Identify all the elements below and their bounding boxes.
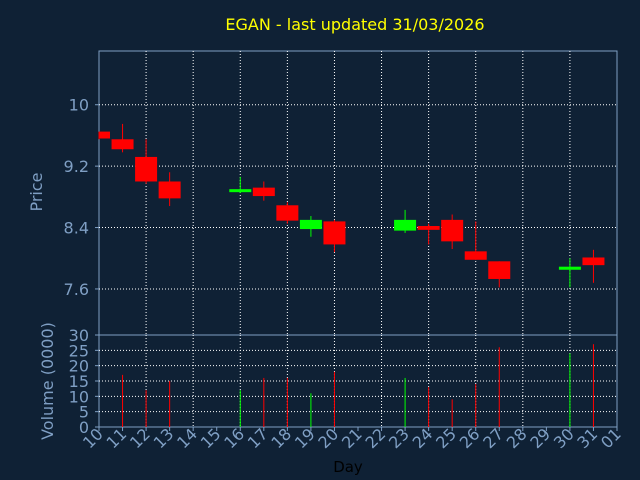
candle-body [464,251,487,260]
candle-body [323,221,346,245]
candle-body [299,219,322,230]
volume-axis-label: Volume (0000) [38,322,57,440]
candle-body [135,156,158,182]
candle-body [99,131,110,139]
candle-body [441,219,464,242]
volume-tick-label: 30 [69,326,89,345]
candle-body [488,261,511,279]
volume-tick-label: 15 [69,372,89,391]
candle-body [417,226,440,230]
price-tick-label: 7.6 [64,280,89,299]
candle-body [394,219,417,231]
price-tick-label: 8.4 [64,219,89,238]
chart-title: EGAN - last updated 31/03/2026 [225,15,484,34]
candle-body [276,205,299,221]
volume-tick-label: 0 [79,418,89,437]
x-tick-label: 01 [597,424,625,452]
price-tick-label: 9.2 [64,157,89,176]
volume-tick-label: 10 [69,387,89,406]
x-axis-label: Day [333,458,363,476]
candle-body [111,139,134,150]
candle-body [558,266,581,270]
candle-body [158,181,181,199]
volume-tick-label: 25 [69,341,89,360]
volume-tick-label: 20 [69,357,89,376]
price-axis-label: Price [27,172,46,211]
candle-body [582,257,605,266]
candle-body [229,189,252,193]
volume-tick-label: 5 [79,403,89,422]
price-tick-label: 10 [69,96,89,115]
candle-body [252,187,275,197]
